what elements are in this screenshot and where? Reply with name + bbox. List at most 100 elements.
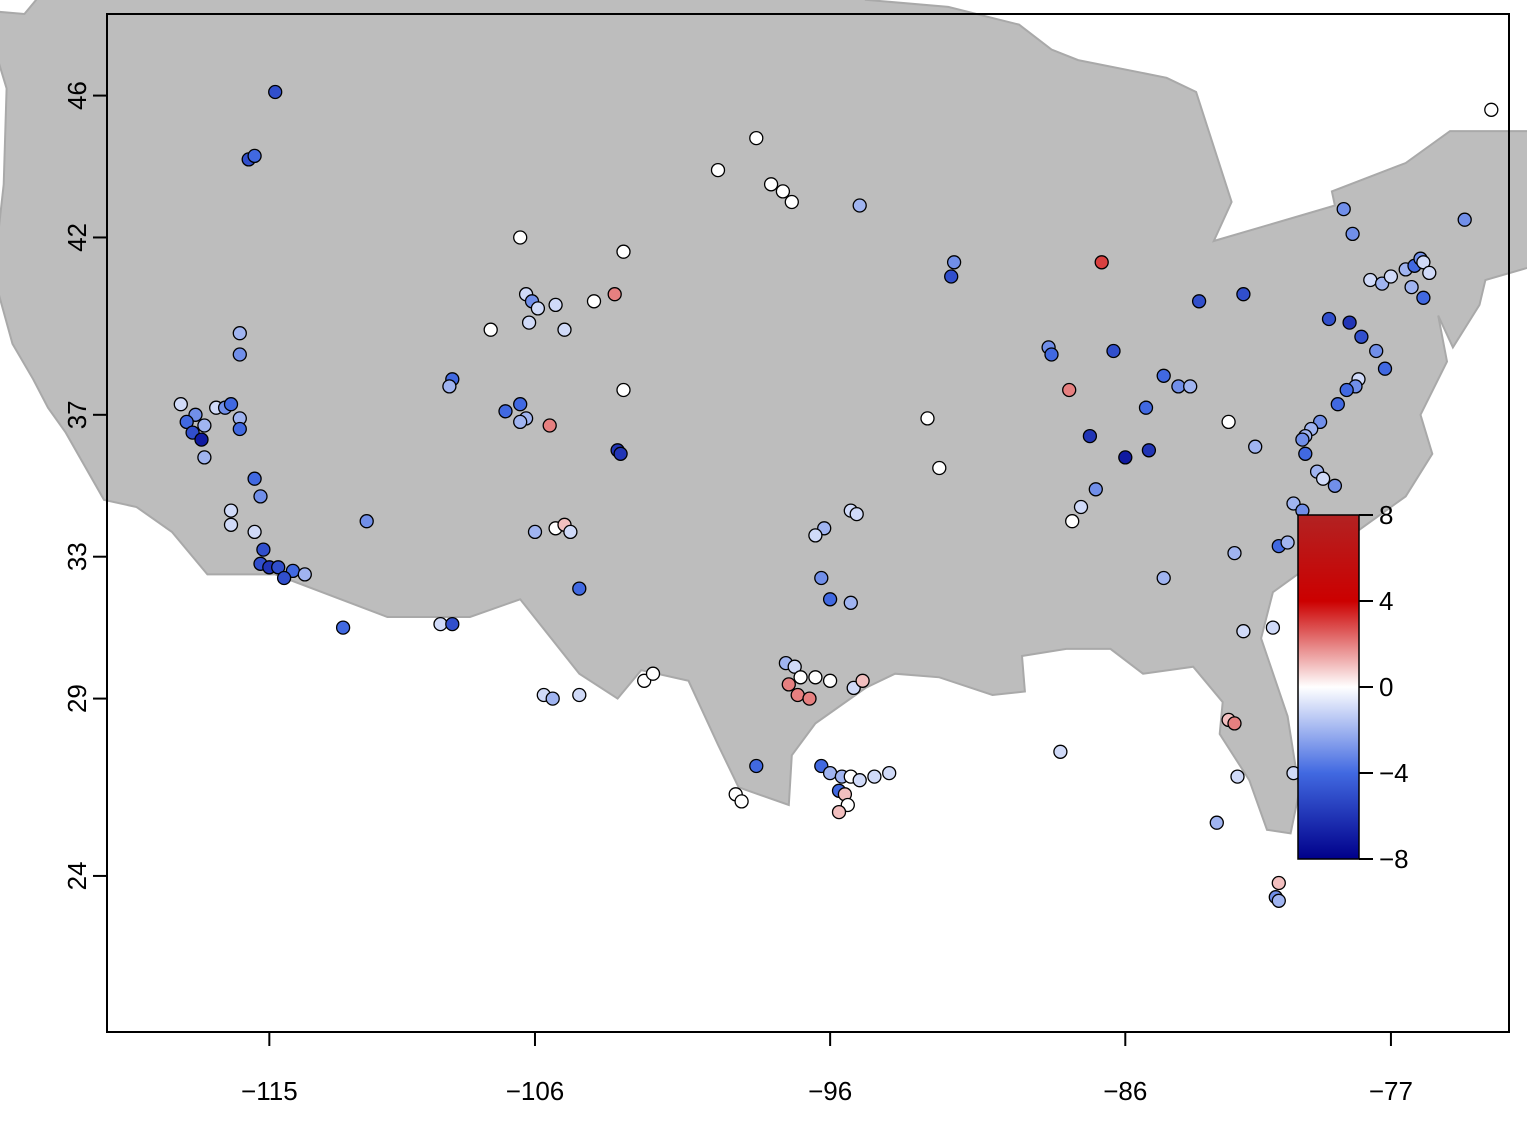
- colorbar-legend: −8 −4 0 4 8: [1297, 500, 1409, 874]
- data-point: [802, 691, 817, 706]
- data-point: [1280, 535, 1295, 550]
- data-point: [1457, 212, 1472, 227]
- data-point: [867, 769, 882, 784]
- data-point: [1404, 279, 1419, 295]
- data-point: [271, 560, 286, 575]
- data-point: [1369, 343, 1384, 359]
- colorbar-ticks: −8 −4 0 4 8: [1359, 500, 1409, 874]
- data-point: [843, 595, 858, 610]
- data-point: [1363, 272, 1378, 288]
- data-point: [223, 397, 239, 412]
- data-point: [297, 567, 312, 582]
- data-point: [734, 794, 749, 809]
- data-point: [179, 414, 194, 430]
- data-point: [822, 765, 838, 781]
- x-tick-label: −96: [808, 1076, 852, 1106]
- data-point: [1354, 329, 1369, 344]
- data-point: [814, 570, 829, 586]
- data-point: [1236, 287, 1251, 302]
- data-point: [223, 503, 239, 518]
- data-point: [645, 666, 661, 681]
- data-point: [359, 514, 374, 529]
- data-point: [607, 287, 622, 302]
- data-point: [1082, 428, 1098, 444]
- data-point: [793, 670, 808, 685]
- data-point: [944, 269, 959, 284]
- data-point: [1183, 379, 1198, 394]
- data-point: [710, 162, 726, 178]
- x-axis: −115 −106 −96 −86 −77: [241, 1031, 1413, 1106]
- data-point: [268, 84, 283, 100]
- data-point: [256, 542, 271, 557]
- data-point: [247, 524, 262, 540]
- y-tick-label: 29: [62, 684, 92, 713]
- colorbar-tick-label: −8: [1379, 844, 1409, 874]
- data-point: [808, 670, 823, 685]
- data-point: [1271, 893, 1286, 908]
- data-point: [1156, 570, 1171, 586]
- data-point: [855, 673, 870, 688]
- data-point: [920, 411, 935, 426]
- data-point: [1227, 716, 1242, 731]
- data-point: [1383, 269, 1399, 284]
- data-point: [1073, 499, 1089, 515]
- data-point: [335, 620, 351, 635]
- data-point: [232, 421, 247, 437]
- data-point: [616, 382, 631, 398]
- data-point: [822, 673, 838, 688]
- data-point: [1321, 311, 1337, 327]
- data-point: [1062, 382, 1077, 398]
- data-point: [445, 616, 460, 632]
- data-point: [197, 450, 212, 465]
- y-tick-label: 33: [62, 542, 92, 571]
- data-point: [483, 322, 498, 337]
- data-point: [787, 659, 802, 674]
- points-layer: [173, 84, 1499, 908]
- colorbar-gradient: [1297, 514, 1360, 860]
- data-point: [749, 130, 764, 146]
- data-point: [1065, 514, 1080, 529]
- data-point: [822, 592, 838, 607]
- data-point: [1138, 400, 1154, 415]
- data-point: [223, 517, 239, 532]
- data-point: [1191, 294, 1207, 309]
- data-point: [831, 804, 847, 820]
- y-tick-label: 37: [62, 400, 92, 429]
- data-point: [1106, 343, 1121, 359]
- data-point: [1377, 361, 1393, 376]
- data-point: [1236, 624, 1251, 639]
- data-point: [763, 177, 779, 192]
- data-point: [1298, 446, 1313, 461]
- data-point: [1484, 102, 1499, 117]
- data-point: [1315, 471, 1331, 486]
- data-point: [232, 347, 247, 362]
- data-point: [1141, 443, 1157, 458]
- colorbar-tick-label: 0: [1379, 672, 1393, 702]
- data-point: [1248, 439, 1263, 454]
- data-point: [932, 460, 947, 476]
- data-point: [513, 414, 528, 430]
- data-point: [563, 524, 578, 540]
- x-tick-label: −115: [241, 1076, 298, 1106]
- data-point: [253, 489, 268, 504]
- data-point: [1053, 744, 1068, 759]
- data-point: [513, 230, 528, 245]
- data-point: [194, 432, 209, 447]
- x-tick-label: −77: [1369, 1076, 1413, 1106]
- data-point: [542, 418, 557, 433]
- data-point: [442, 379, 457, 394]
- data-point: [527, 524, 543, 540]
- data-point: [498, 404, 513, 419]
- data-point: [1416, 255, 1431, 270]
- data-point: [1171, 379, 1186, 394]
- colorbar-tick-label: −4: [1379, 758, 1409, 788]
- data-point: [946, 255, 962, 270]
- data-point: [1330, 397, 1345, 412]
- data-point: [784, 194, 799, 210]
- data-point: [197, 418, 212, 433]
- data-point: [232, 326, 247, 341]
- data-point: [749, 758, 764, 774]
- data-point: [572, 581, 587, 596]
- x-tick-label: −106: [506, 1076, 565, 1106]
